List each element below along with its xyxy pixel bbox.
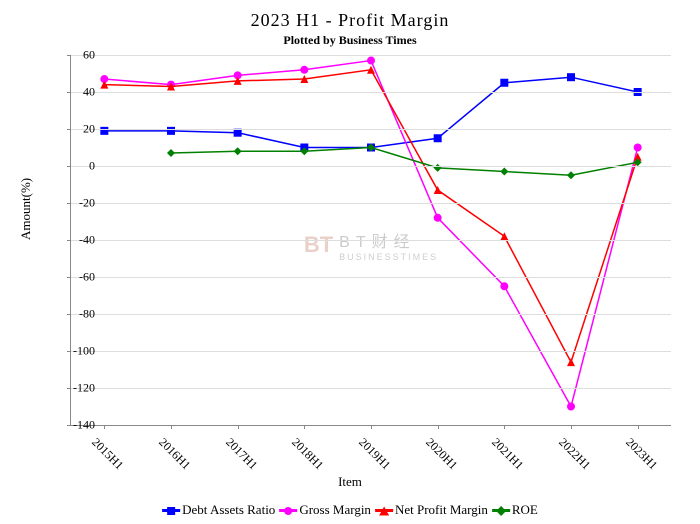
ytick-label: -20 <box>79 196 95 211</box>
series-marker <box>567 171 575 179</box>
xtick-mark <box>371 425 372 429</box>
xtick-mark <box>638 425 639 429</box>
xtick-mark <box>238 425 239 429</box>
ytick-label: -80 <box>79 307 95 322</box>
legend-marker-icon <box>162 509 180 512</box>
ytick-mark <box>67 425 71 426</box>
legend-marker-icon <box>279 509 297 512</box>
xtick-label: 2018H1 <box>289 435 327 473</box>
series-marker <box>367 57 375 65</box>
legend: Debt Assets Ratio Gross Margin Net Profit … <box>162 502 538 518</box>
series-line <box>104 77 637 147</box>
series-marker <box>434 214 442 222</box>
gridline <box>71 166 671 167</box>
ytick-mark <box>67 92 71 93</box>
xtick-label: 2022H1 <box>555 435 593 473</box>
legend-label: Gross Margin <box>299 502 371 518</box>
xtick-label: 2020H1 <box>422 435 460 473</box>
ytick-label: 60 <box>83 48 95 63</box>
ytick-mark <box>67 166 71 167</box>
legend-label: Debt Assets Ratio <box>182 502 275 518</box>
legend-item: ROE <box>492 502 538 518</box>
y-axis-label: Amount(%) <box>18 178 34 240</box>
xtick-label: 2021H1 <box>489 435 527 473</box>
series-line <box>104 61 637 407</box>
ytick-label: 20 <box>83 122 95 137</box>
x-axis-label: Item <box>338 474 362 490</box>
ytick-label: 0 <box>89 159 95 174</box>
ytick-mark <box>67 314 71 315</box>
chart-container: 2023 H1 - Profit Margin Plotted by Busin… <box>0 0 700 524</box>
ytick-mark <box>67 351 71 352</box>
series-marker <box>434 134 442 142</box>
xtick-label: 2016H1 <box>155 435 193 473</box>
series-marker <box>434 186 442 194</box>
ytick-label: -100 <box>73 344 95 359</box>
ytick-mark <box>67 277 71 278</box>
legend-marker-icon <box>375 509 393 512</box>
series-marker <box>567 358 575 366</box>
xtick-mark <box>304 425 305 429</box>
xtick-mark <box>104 425 105 429</box>
ytick-mark <box>67 129 71 130</box>
xtick-label: 2015H1 <box>89 435 127 473</box>
xtick-mark <box>571 425 572 429</box>
series-marker <box>500 282 508 290</box>
gridline <box>71 277 671 278</box>
series-marker <box>167 149 175 157</box>
series-marker <box>634 144 642 152</box>
series-marker <box>567 403 575 411</box>
ytick-label: -140 <box>73 418 95 433</box>
xtick-mark <box>438 425 439 429</box>
gridline <box>71 240 671 241</box>
series-marker <box>500 168 508 176</box>
legend-label: ROE <box>512 502 538 518</box>
legend-item: Net Profit Margin <box>375 502 488 518</box>
chart-subtitle: Plotted by Business Times <box>0 33 700 48</box>
series-marker <box>567 73 575 81</box>
gridline <box>71 203 671 204</box>
xtick-label: 2019H1 <box>355 435 393 473</box>
ytick-mark <box>67 388 71 389</box>
xtick-mark <box>171 425 172 429</box>
xtick-label: 2017H1 <box>222 435 260 473</box>
gridline <box>71 388 671 389</box>
xtick-mark <box>504 425 505 429</box>
gridline <box>71 92 671 93</box>
ytick-mark <box>67 203 71 204</box>
ytick-mark <box>67 55 71 56</box>
gridline <box>71 314 671 315</box>
legend-item: Gross Margin <box>279 502 371 518</box>
series-line <box>104 70 637 362</box>
series-marker <box>500 79 508 87</box>
gridline <box>71 351 671 352</box>
series-marker <box>234 147 242 155</box>
gridline <box>71 129 671 130</box>
legend-item: Debt Assets Ratio <box>162 502 275 518</box>
legend-marker-icon <box>492 509 510 512</box>
ytick-label: 40 <box>83 85 95 100</box>
ytick-label: -60 <box>79 270 95 285</box>
chart-title: 2023 H1 - Profit Margin <box>0 0 700 31</box>
ytick-label: -40 <box>79 233 95 248</box>
legend-label: Net Profit Margin <box>395 502 488 518</box>
ytick-mark <box>67 240 71 241</box>
gridline <box>71 55 671 56</box>
xtick-label: 2023H1 <box>622 435 660 473</box>
ytick-label: -120 <box>73 381 95 396</box>
series-marker <box>300 66 308 74</box>
plot-area: BT BT财经 BUSINESSTIMES <box>70 55 671 426</box>
